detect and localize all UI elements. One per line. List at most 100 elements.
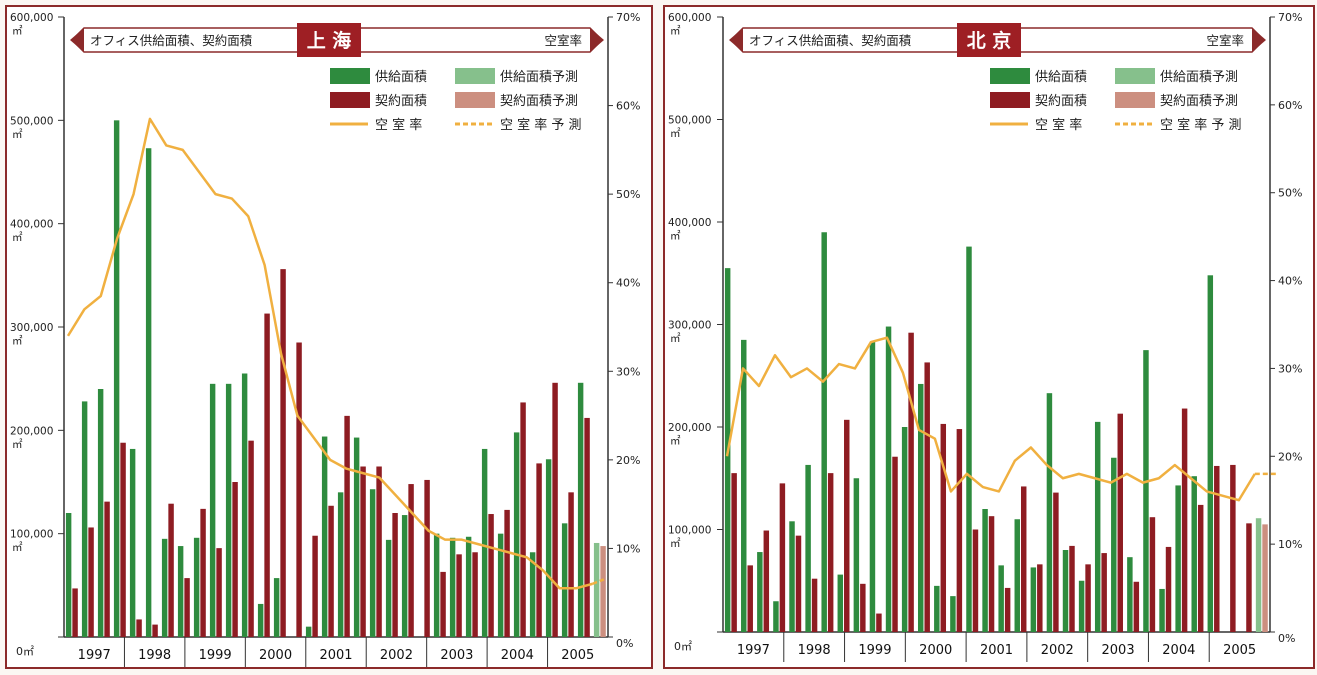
y2-tick-label: 50% [616,188,640,201]
bar-supply [966,246,972,632]
bar-supply [1078,580,1085,632]
bar-supply-forecast [1255,518,1262,632]
bar-supply-forecast [593,542,600,637]
y2-tick-label: 60% [616,100,640,113]
bar-contract [248,440,254,637]
y-tick-label: 200,000 [10,425,53,437]
bar-supply [1062,550,1069,632]
bar-supply [1143,350,1149,632]
bar-contract [1230,464,1236,632]
bar-contract [344,415,350,637]
legend-label: 供給面積予測 [500,70,578,85]
bar-contract [924,362,930,632]
bar-contract [860,583,866,632]
x-tick-label: 1998 [138,648,171,663]
title-box [297,23,361,57]
chart-title: 上 海 [307,29,352,52]
bar-contract [456,554,462,637]
bar-contract [88,527,94,637]
y-tick-unit: ㎡ [670,538,681,550]
bar-contract [827,473,834,632]
bar-contract [892,456,898,632]
bar-supply [481,448,488,637]
bar-contract [1053,492,1059,632]
bar-supply [869,341,876,632]
bar-supply [305,626,312,637]
bar-contract [264,313,270,637]
bar-contract [940,423,947,632]
y-tick-label: 0㎡ [16,645,34,658]
bar-contract [844,419,850,632]
bar-contract [184,578,190,637]
y-tick-unit: ㎡ [12,335,23,347]
bar-contract [876,613,882,632]
bar-contract [136,619,142,637]
bar-supply [353,437,360,637]
y-tick-label: 400,000 [10,219,53,231]
bar-supply [97,389,104,637]
bar-contract [72,588,78,637]
y2-tick-label: 10% [1278,538,1302,551]
bar-contract [440,571,446,637]
legend-label: 空 室 率 [375,117,422,133]
y-tick-label: 500,000 [10,115,53,127]
bar-supply [821,232,827,632]
bar-contract [584,417,590,637]
bar-supply [1030,567,1037,632]
vacancy-line [725,336,1256,502]
bar-supply [193,537,200,637]
bar-supply [1159,588,1165,632]
x-tick-label: 1999 [199,648,232,663]
bar-supply [837,574,844,632]
x-tick-label: 2002 [1041,643,1074,658]
bar-supply [401,515,408,637]
bar-contract [120,442,126,637]
bar-contract [104,501,110,637]
bar-contract [424,479,430,637]
legend-swatch-supply-forecast [455,68,495,84]
legend-swatch-contract [990,92,1030,108]
bar-contract-forecast [600,546,606,637]
right-axis-title: 空室率 [544,33,582,48]
bar-supply [741,339,747,632]
bar-contract [1165,546,1172,632]
bar-contract [988,516,995,632]
x-tick-label: 2005 [561,648,594,663]
y2-tick-label: 30% [616,365,640,378]
bar-contract [216,548,222,637]
bar-supply [385,539,392,637]
y-tick-label: 0㎡ [674,640,692,653]
bar-supply [998,565,1004,632]
legend-label: 供給面積 [1035,70,1087,85]
y-tick-unit: ㎡ [12,25,23,37]
legend-label: 空 室 率 [1035,117,1082,133]
bar-contract [972,529,979,632]
bar-contract [779,483,786,632]
bar-contract [296,342,302,637]
bar-supply [853,478,860,632]
bar-supply [273,578,280,637]
bar-contract [1246,523,1252,632]
bar-contract [328,505,334,637]
legend-swatch-supply [330,68,370,84]
x-tick-label: 2001 [319,648,352,663]
bar-supply [885,326,892,632]
legend-label: 空 室 率 予 測 [500,117,582,133]
bar-supply [805,464,811,632]
y2-tick-label: 0% [1278,632,1295,645]
y-tick-unit: ㎡ [12,232,23,244]
bar-contract [763,530,770,632]
y-tick-label: 300,000 [668,320,711,332]
x-tick-label: 1997 [78,648,111,663]
bar-contract [568,492,574,637]
banner-right-arrow [1252,28,1266,52]
bar-supply [257,603,264,637]
bar-contract [488,514,494,637]
legend-label: 契約面積 [1035,94,1087,109]
bar-contract [731,473,737,632]
x-tick-label: 2003 [1102,643,1135,658]
bar-supply [225,383,232,637]
bar-contract [312,535,318,637]
bar-contract [1149,517,1156,632]
